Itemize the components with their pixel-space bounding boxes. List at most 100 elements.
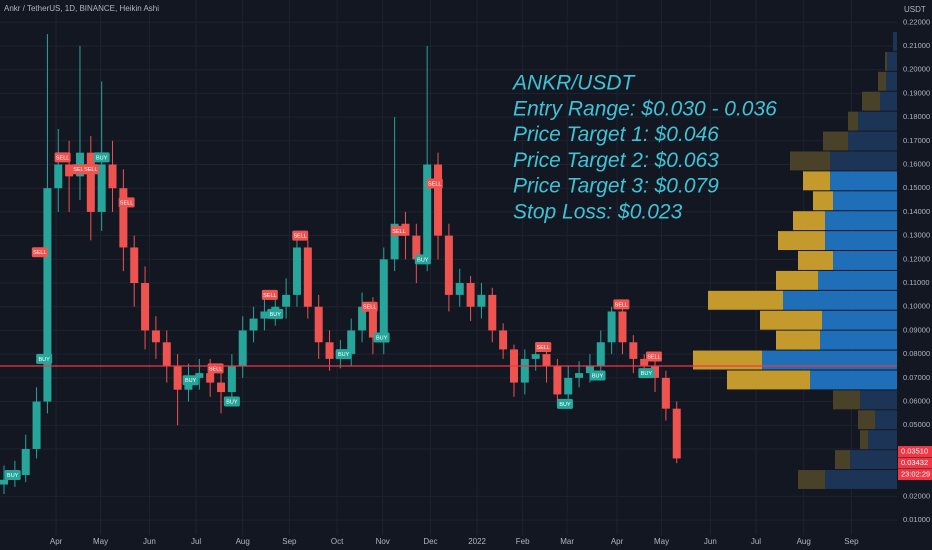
x-tick-label: Apr: [611, 537, 624, 546]
y-tick-label: 0.13000: [903, 231, 930, 240]
x-tick-label: Oct: [331, 537, 344, 546]
candle-body: [607, 311, 616, 343]
x-tick-label: Jul: [751, 537, 761, 546]
profile-up-bar: [783, 290, 897, 310]
signal-label: SELL: [615, 302, 628, 308]
y-tick-label: 0.02000: [903, 491, 930, 500]
signal-label: SELL: [392, 229, 405, 235]
x-tick-label: Apr: [50, 537, 63, 546]
profile-up-bar: [830, 151, 897, 171]
overlay-line: Price Target 1: $0.046: [513, 123, 719, 146]
signal-box: [335, 349, 352, 360]
profile-down-bar: [798, 251, 833, 270]
signal-box: [556, 398, 573, 409]
candle-body: [206, 373, 215, 383]
profile-up-bar: [810, 370, 897, 390]
candle-body: [260, 311, 269, 319]
profile-up-bar: [825, 231, 897, 251]
price-tag-label: 23:02:29: [901, 470, 930, 479]
candle-body: [412, 235, 421, 260]
y-tick-label: 0.08000: [903, 349, 930, 358]
signal-label: BUY: [559, 402, 571, 408]
signal-label: SELL: [363, 305, 376, 311]
y-tick-label: 0.12000: [903, 254, 930, 263]
candle-body: [575, 373, 584, 378]
signal-box: [118, 197, 135, 208]
candle-body: [390, 223, 399, 260]
candle-body: [282, 294, 291, 307]
signal-box: [613, 299, 630, 310]
signal-label: BUY: [338, 352, 350, 358]
profile-up-bar: [887, 51, 897, 71]
candle-body: [520, 358, 529, 383]
profile-up-bar: [858, 111, 897, 131]
profile-down-bar: [885, 51, 887, 71]
candle-body: [249, 318, 258, 331]
signal-label: SELL: [84, 167, 97, 173]
candle-body: [43, 188, 52, 402]
price-tag: [898, 446, 932, 458]
profile-up-bar: [868, 430, 897, 450]
x-tick-label: Aug: [797, 537, 811, 546]
candle-body: [358, 306, 367, 331]
signal-label: BUY: [7, 473, 19, 479]
signal-label: BUY: [270, 312, 282, 318]
y-tick-label: 0.20000: [903, 65, 930, 74]
y-tick-label: 0.19000: [903, 88, 930, 97]
profile-down-bar: [858, 410, 875, 430]
candle-body: [553, 365, 562, 395]
x-tick-label: Aug: [236, 537, 250, 546]
candle-body: [564, 377, 573, 395]
y-tick-label: 0.18000: [903, 112, 930, 121]
x-tick-label: Sep: [844, 537, 859, 546]
price-tag: [898, 469, 932, 481]
profile-down-bar: [790, 151, 830, 171]
signal-box: [54, 152, 71, 163]
profile-up-bar: [886, 71, 897, 91]
y-tick-label: 0.16000: [903, 159, 930, 168]
y-tick-label: 0.14000: [903, 207, 930, 216]
signal-box: [261, 289, 278, 300]
overlay-line: Entry Range: $0.030 - 0.036: [513, 97, 777, 120]
signal-box: [426, 178, 443, 189]
candle-body: [227, 365, 236, 393]
signal-box: [361, 301, 378, 312]
candle-body: [21, 448, 30, 476]
candle-body: [97, 164, 106, 212]
signal-box: [36, 353, 53, 364]
candle-body: [455, 283, 464, 295]
profile-down-bar: [798, 470, 825, 489]
profile-up-bar: [833, 251, 897, 270]
signal-label: BUY: [96, 155, 108, 161]
signal-label: BUY: [592, 373, 604, 379]
signal-label: SELL: [647, 354, 660, 360]
candle-body: [444, 235, 453, 295]
candle-body: [151, 330, 160, 343]
candle-body: [141, 283, 150, 331]
signal-label: BUY: [39, 357, 51, 363]
candle-body: [195, 373, 204, 378]
profile-down-bar: [776, 330, 820, 350]
candle-body: [466, 283, 475, 307]
candle-body: [629, 342, 638, 359]
profile-up-bar: [762, 350, 897, 370]
candle-body: [54, 164, 63, 189]
y-tick-label: 0.09000: [903, 325, 930, 334]
x-tick-label: Dec: [423, 537, 437, 546]
profile-down-bar: [878, 71, 886, 91]
candle-body: [314, 306, 323, 343]
grid: [0, 0, 897, 535]
profile-down-bar: [727, 370, 810, 390]
signal-label: BUY: [376, 335, 388, 341]
profile-down-bar: [862, 91, 880, 111]
profile-down-bar: [793, 211, 825, 231]
candle-body: [618, 311, 627, 343]
overlay-line: Price Target 3: $0.079: [513, 175, 719, 198]
candle-body: [86, 152, 95, 212]
candle-body: [477, 294, 486, 307]
signal-box: [292, 230, 309, 241]
signal-label: SELL: [33, 250, 46, 256]
signal-box: [373, 332, 390, 343]
overlay-line: Price Target 2: $0.063: [513, 149, 719, 172]
